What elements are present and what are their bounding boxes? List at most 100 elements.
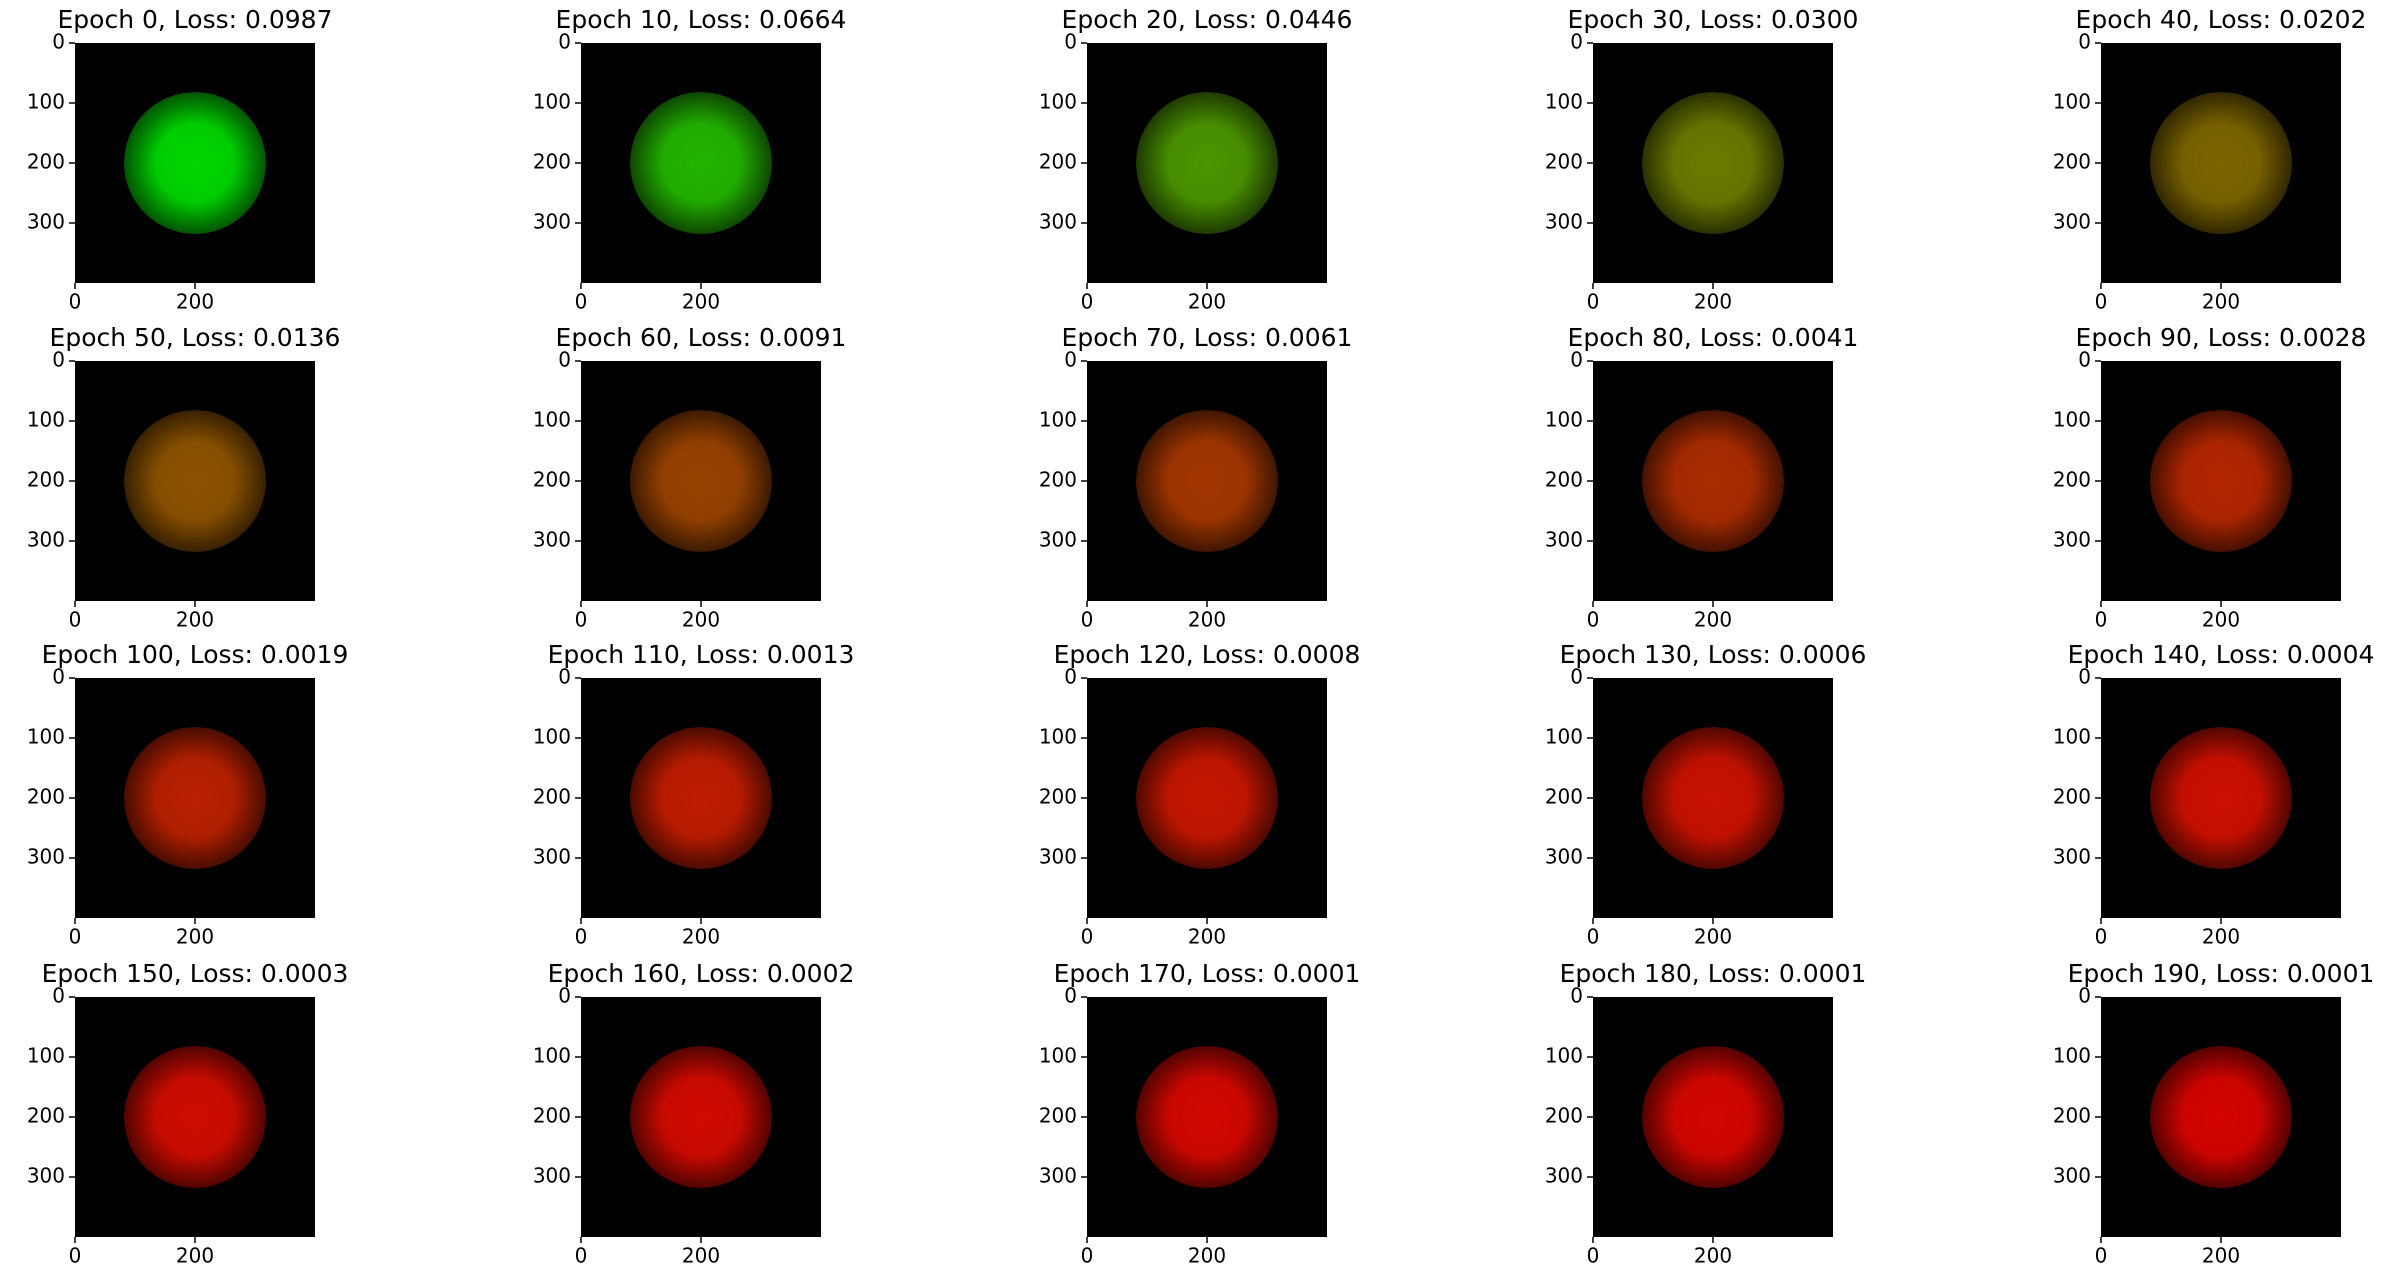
y-tick-label: 100 xyxy=(1039,1044,1077,1068)
y-tick-label: 100 xyxy=(1545,408,1583,432)
y-tick-label: 300 xyxy=(27,845,65,869)
y-tick-label: 300 xyxy=(1039,528,1077,552)
x-tick-label: 0 xyxy=(2095,1244,2108,1268)
y-tick-label: 100 xyxy=(27,408,65,432)
sphere-shading xyxy=(1642,727,1784,869)
sphere-shading xyxy=(1642,410,1784,552)
subplot-title: Epoch 90, Loss: 0.0028 xyxy=(2076,323,2367,352)
x-tick-label: 200 xyxy=(176,1244,214,1268)
sphere-shading xyxy=(2150,1046,2292,1188)
y-tick-label: 0 xyxy=(1570,984,1583,1008)
sphere-shading xyxy=(630,1046,772,1188)
x-tick-label: 200 xyxy=(1694,608,1732,632)
sphere-shading xyxy=(124,92,266,234)
subplot-title: Epoch 170, Loss: 0.0001 xyxy=(1054,959,1361,988)
x-tick-label: 200 xyxy=(176,290,214,314)
x-tick-label: 0 xyxy=(1081,925,1094,949)
y-tick-label: 300 xyxy=(2053,210,2091,234)
sphere-shading xyxy=(1136,410,1278,552)
y-tick-label: 200 xyxy=(27,1104,65,1128)
y-tick-label: 200 xyxy=(533,150,571,174)
y-tick-label: 100 xyxy=(2053,1044,2091,1068)
sphere-shading xyxy=(124,410,266,552)
subplot-title: Epoch 190, Loss: 0.0001 xyxy=(2068,959,2375,988)
y-tick-label: 300 xyxy=(1545,528,1583,552)
subplot-title: Epoch 180, Loss: 0.0001 xyxy=(1560,959,1867,988)
y-tick-label: 300 xyxy=(27,210,65,234)
subplot-title: Epoch 10, Loss: 0.0664 xyxy=(556,5,847,34)
y-tick-label: 200 xyxy=(1545,1104,1583,1128)
x-tick-label: 0 xyxy=(69,290,82,314)
y-tick-label: 200 xyxy=(533,468,571,492)
y-tick-label: 200 xyxy=(1545,150,1583,174)
subplot-title: Epoch 20, Loss: 0.0446 xyxy=(1062,5,1353,34)
x-tick-label: 200 xyxy=(682,608,720,632)
x-tick-label: 0 xyxy=(575,290,588,314)
y-tick-label: 100 xyxy=(533,725,571,749)
x-tick-label: 200 xyxy=(2202,1244,2240,1268)
x-tick-label: 200 xyxy=(1188,290,1226,314)
x-tick-label: 200 xyxy=(2202,290,2240,314)
y-tick-label: 300 xyxy=(2053,1164,2091,1188)
x-tick-label: 0 xyxy=(2095,925,2108,949)
x-tick-label: 200 xyxy=(1188,925,1226,949)
x-tick-label: 0 xyxy=(1587,608,1600,632)
y-tick-label: 0 xyxy=(1064,348,1077,372)
x-tick-label: 200 xyxy=(2202,925,2240,949)
y-tick-label: 100 xyxy=(1039,408,1077,432)
x-tick-label: 200 xyxy=(2202,608,2240,632)
y-tick-label: 300 xyxy=(27,1164,65,1188)
y-tick-label: 100 xyxy=(2053,725,2091,749)
y-tick-label: 0 xyxy=(1064,665,1077,689)
sphere-shading xyxy=(2150,727,2292,869)
subplot-title: Epoch 120, Loss: 0.0008 xyxy=(1054,640,1361,669)
y-tick-label: 300 xyxy=(1039,1164,1077,1188)
x-tick-label: 0 xyxy=(69,608,82,632)
y-tick-label: 0 xyxy=(1570,348,1583,372)
sphere-shading xyxy=(2150,92,2292,234)
sphere-shading xyxy=(124,1046,266,1188)
y-tick-label: 100 xyxy=(27,90,65,114)
x-tick-label: 0 xyxy=(575,608,588,632)
subplot-title: Epoch 140, Loss: 0.0004 xyxy=(2068,640,2375,669)
y-tick-label: 0 xyxy=(2078,30,2091,54)
sphere-shading xyxy=(124,727,266,869)
y-tick-label: 200 xyxy=(27,468,65,492)
y-tick-label: 100 xyxy=(1545,90,1583,114)
y-tick-label: 0 xyxy=(52,348,65,372)
y-tick-label: 0 xyxy=(558,30,571,54)
y-tick-label: 0 xyxy=(558,665,571,689)
y-tick-label: 300 xyxy=(1545,1164,1583,1188)
y-tick-label: 0 xyxy=(52,30,65,54)
y-tick-label: 0 xyxy=(1570,30,1583,54)
y-tick-label: 0 xyxy=(52,984,65,1008)
y-tick-label: 100 xyxy=(2053,408,2091,432)
y-tick-label: 300 xyxy=(1039,845,1077,869)
y-tick-label: 300 xyxy=(2053,528,2091,552)
subplot-title: Epoch 0, Loss: 0.0987 xyxy=(58,5,333,34)
y-tick-label: 100 xyxy=(27,725,65,749)
x-tick-label: 0 xyxy=(1081,608,1094,632)
y-tick-label: 300 xyxy=(533,528,571,552)
y-tick-label: 0 xyxy=(2078,984,2091,1008)
x-tick-label: 200 xyxy=(176,608,214,632)
x-tick-label: 0 xyxy=(69,925,82,949)
y-tick-label: 300 xyxy=(1545,845,1583,869)
y-tick-label: 200 xyxy=(2053,1104,2091,1128)
y-tick-label: 0 xyxy=(2078,665,2091,689)
y-tick-label: 200 xyxy=(1039,785,1077,809)
x-tick-label: 0 xyxy=(69,1244,82,1268)
